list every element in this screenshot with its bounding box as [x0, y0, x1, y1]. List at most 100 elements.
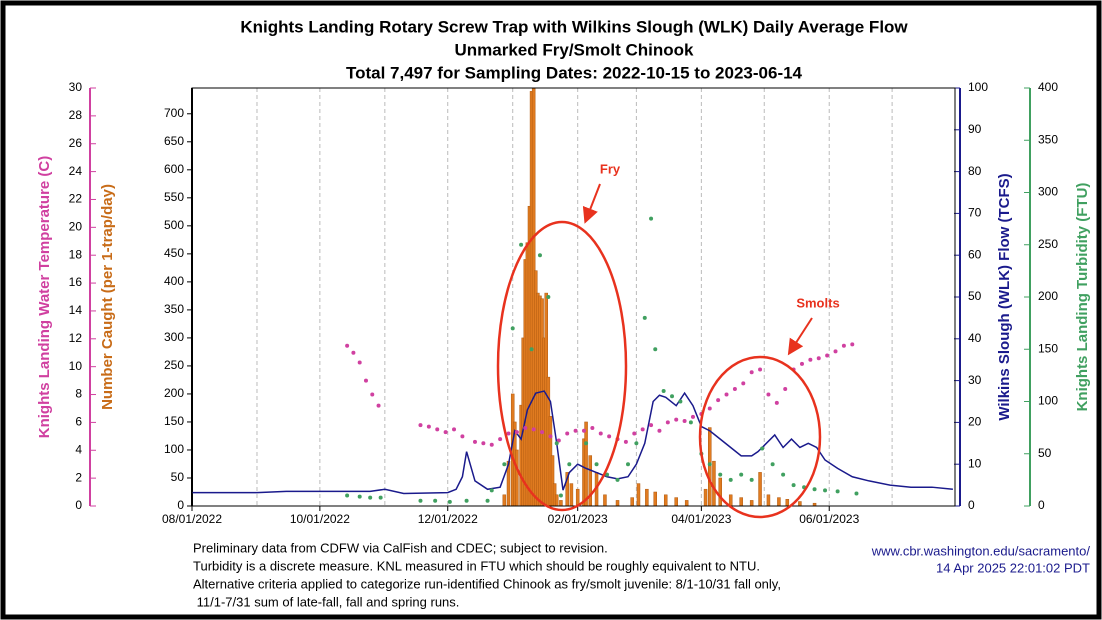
chart-subtitle: Total 7,497 for Sampling Dates: 2022-10-… — [346, 63, 803, 82]
point — [573, 428, 578, 433]
bar — [718, 477, 722, 507]
bar — [630, 497, 634, 507]
x-tick-label: 12/01/2022 — [418, 512, 478, 526]
y4-tick-label: 150 — [1038, 341, 1058, 355]
bar — [575, 488, 580, 507]
bar — [739, 497, 743, 507]
bar — [663, 494, 668, 507]
point — [626, 462, 630, 467]
point — [540, 430, 545, 435]
point — [690, 414, 695, 419]
source: www.cbr.washington.edu/sacramento/ — [871, 543, 1091, 558]
annotation: Fry — [600, 161, 621, 176]
point — [519, 242, 524, 247]
point — [758, 367, 763, 372]
y4-tick-label: 350 — [1038, 132, 1058, 146]
bar — [703, 488, 708, 507]
bar — [674, 497, 678, 507]
bar — [749, 500, 754, 507]
point — [823, 488, 828, 493]
point — [581, 428, 586, 433]
bar — [588, 455, 593, 507]
bar — [502, 494, 507, 507]
point — [447, 499, 452, 504]
y-tick-label: 300 — [164, 330, 184, 344]
point — [653, 347, 658, 352]
point — [363, 378, 368, 383]
point — [799, 361, 804, 366]
flow-line — [192, 390, 953, 495]
note: Turbidity is a discrete measure. KNL mea… — [193, 558, 760, 573]
y2-tick-label: 20 — [968, 415, 982, 429]
point — [718, 472, 723, 477]
y3-tick-label: 16 — [69, 275, 83, 289]
point — [460, 434, 465, 439]
y3-tick-label: 20 — [69, 220, 83, 234]
point — [724, 392, 729, 397]
y2-tick-label: 70 — [968, 206, 982, 220]
point — [485, 498, 490, 503]
point — [376, 403, 381, 408]
point — [833, 349, 838, 354]
bar — [554, 494, 559, 507]
point — [770, 462, 775, 467]
point — [523, 425, 528, 430]
note: Preliminary data from CDFW via CalFish a… — [193, 540, 608, 555]
y-tick-label: 100 — [164, 442, 184, 456]
point — [554, 441, 559, 446]
fry-arrow — [582, 183, 601, 224]
bar — [785, 499, 790, 507]
y3-tick-label: 26 — [69, 136, 83, 150]
y-tick-label: 350 — [164, 302, 184, 316]
point — [835, 489, 840, 494]
point — [531, 427, 536, 432]
y-tick-label: 600 — [164, 162, 184, 176]
bar — [708, 427, 712, 507]
point — [760, 446, 765, 451]
y2-tick-label: 50 — [968, 289, 982, 303]
y-tick-label: 400 — [164, 274, 184, 288]
y-tick-label: 700 — [164, 106, 184, 120]
point — [345, 493, 350, 498]
bar — [766, 494, 771, 507]
point — [514, 430, 519, 435]
point — [783, 386, 788, 391]
point — [854, 491, 859, 496]
smolt-ellipse — [698, 355, 822, 519]
y3-tick-label: 4 — [75, 442, 82, 456]
point — [351, 350, 356, 355]
point — [598, 431, 603, 436]
bar — [653, 491, 657, 507]
bar — [684, 500, 689, 507]
point — [472, 439, 477, 444]
point — [749, 477, 754, 482]
point — [808, 357, 813, 362]
point — [670, 394, 675, 399]
point — [558, 493, 563, 498]
point — [749, 370, 754, 375]
y3-tick-label: 22 — [69, 192, 83, 206]
y4-tick-label: 0 — [1038, 498, 1045, 512]
point — [774, 400, 779, 405]
point — [498, 437, 503, 442]
bar — [712, 460, 716, 507]
chart-title: Knights Landing Rotary Screw Trap with W… — [240, 17, 908, 36]
point — [707, 406, 712, 411]
point — [368, 495, 373, 500]
point — [452, 427, 457, 432]
point — [688, 420, 693, 425]
plot-frame — [191, 87, 956, 507]
bar — [569, 483, 574, 507]
point — [766, 392, 771, 397]
bar — [645, 488, 649, 507]
point — [707, 462, 712, 467]
y3-tick-label: 14 — [69, 303, 83, 317]
smolt-arrow — [787, 317, 813, 356]
bar — [758, 472, 762, 507]
timestamp: 14 Apr 2025 22:01:02 PDT — [936, 560, 1090, 575]
note: 11/1-7/31 sum of late-fall, fall and spr… — [193, 594, 459, 609]
y-tick-label: 50 — [171, 470, 185, 484]
y4-tick-label: 300 — [1038, 185, 1058, 199]
point — [506, 431, 511, 436]
